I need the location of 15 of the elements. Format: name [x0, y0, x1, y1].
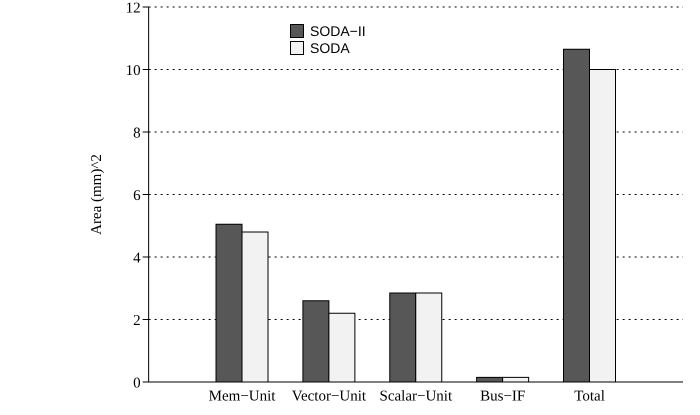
y-tick-label: 12 — [126, 0, 141, 16]
y-tick-label: 6 — [133, 188, 142, 204]
y-axis-title: Area (mm)^2 — [88, 154, 105, 235]
x-tick-label: Mem−Unit — [208, 388, 276, 405]
y-tick-label: 0 — [133, 375, 141, 392]
y-tick-label: 2 — [133, 312, 141, 329]
x-tick-label: Scalar−Unit — [380, 388, 453, 405]
x-tick-label: Vector−Unit — [292, 388, 367, 405]
y-tick-label: 4 — [133, 250, 142, 266]
x-tick-label: Bus−IF — [480, 388, 526, 405]
legend-label: SODA−II — [310, 22, 366, 38]
x-tick-label: Total — [574, 388, 605, 405]
y-tick-label: 8 — [133, 125, 141, 142]
legend-label: SODA — [310, 40, 350, 56]
y-tick-label: 10 — [126, 62, 141, 79]
